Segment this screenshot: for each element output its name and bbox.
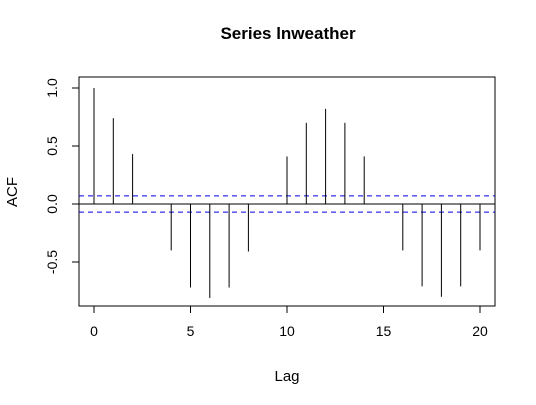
- chart-marks: 0 5 10 15 20 -0.5 0.0 0.5 1.0: [44, 78, 495, 339]
- x-tick-label: 15: [376, 323, 392, 339]
- y-axis-label: ACF: [4, 177, 21, 207]
- x-tick-label: 20: [472, 323, 488, 339]
- x-tick-label: 10: [279, 323, 295, 339]
- x-tick-label: 0: [90, 323, 98, 339]
- y-tick-label: -0.5: [44, 250, 60, 274]
- y-tick-label: 0.0: [44, 194, 60, 214]
- chart-title: Series lnweather: [220, 24, 356, 43]
- y-tick-label: 1.0: [44, 78, 60, 98]
- x-axis-label: Lag: [274, 368, 299, 385]
- x-tick-label: 5: [187, 323, 195, 339]
- y-tick-label: 0.5: [44, 136, 60, 156]
